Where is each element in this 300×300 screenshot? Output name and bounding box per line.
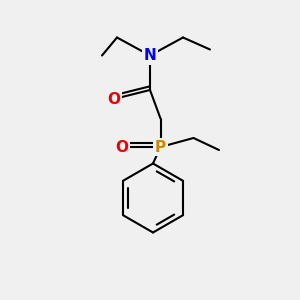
Text: O: O bbox=[115, 140, 128, 154]
Text: N: N bbox=[144, 48, 156, 63]
Text: P: P bbox=[155, 140, 166, 154]
Text: O: O bbox=[107, 92, 121, 106]
